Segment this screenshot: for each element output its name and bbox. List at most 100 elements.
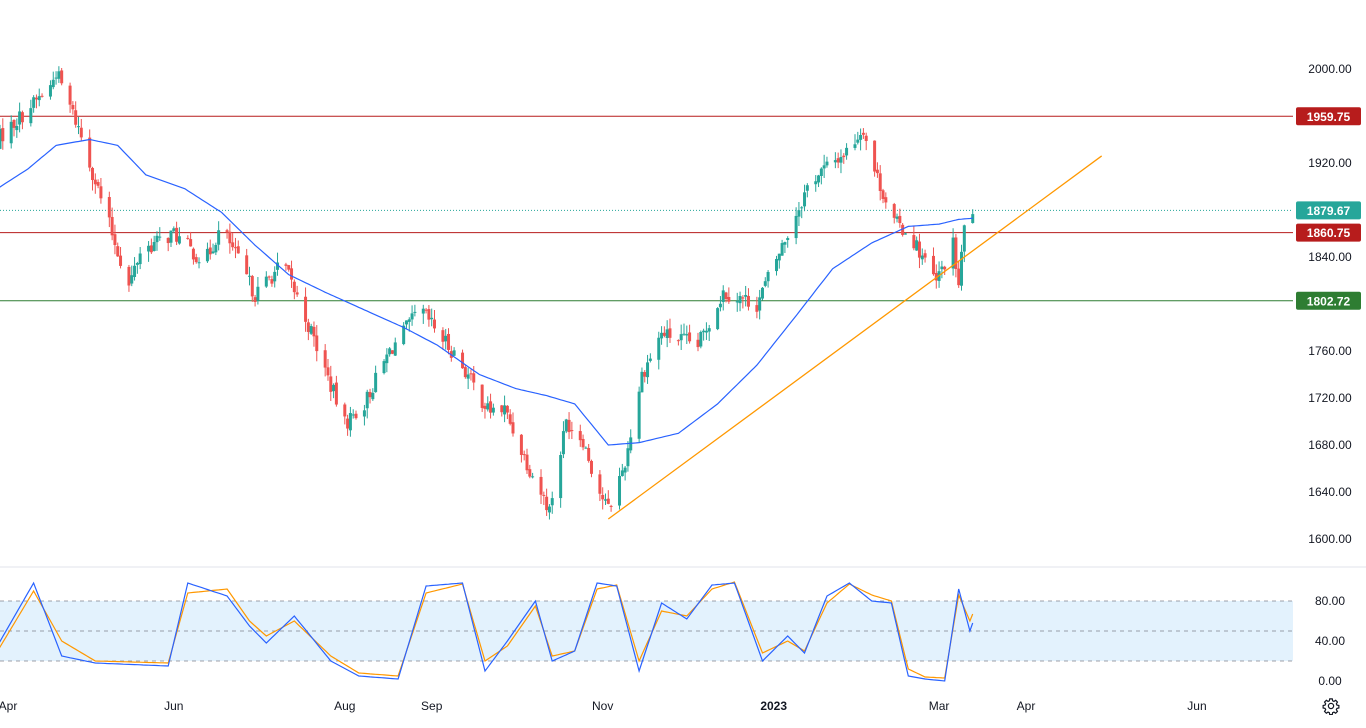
candle-body bbox=[410, 313, 414, 320]
candle-up bbox=[859, 128, 863, 151]
candle-up bbox=[623, 466, 627, 481]
candle-up bbox=[503, 395, 507, 423]
price-level-badge: 1959.75 bbox=[1296, 107, 1361, 126]
candle-up bbox=[531, 472, 535, 479]
candle-body bbox=[604, 499, 607, 501]
candle-down bbox=[231, 233, 235, 251]
candle-body bbox=[306, 322, 310, 332]
candle-body bbox=[623, 467, 627, 473]
candle-body bbox=[76, 126, 80, 128]
candle-up bbox=[853, 134, 857, 151]
candle-down bbox=[250, 274, 254, 302]
candle-up bbox=[817, 174, 821, 188]
candle-body bbox=[489, 401, 493, 413]
candle-down bbox=[898, 208, 902, 228]
candle-body bbox=[581, 438, 585, 448]
candle-down bbox=[312, 321, 316, 347]
settings-button[interactable] bbox=[1318, 693, 1344, 719]
candle-up bbox=[780, 239, 784, 256]
candle-up bbox=[404, 320, 408, 330]
candle-body bbox=[758, 297, 762, 311]
candle-up bbox=[626, 441, 630, 472]
candle-down bbox=[368, 388, 372, 404]
candle-body bbox=[351, 414, 355, 416]
candle-up bbox=[76, 116, 80, 135]
candle-down bbox=[489, 393, 493, 419]
candle-body bbox=[648, 358, 652, 361]
candle-body bbox=[559, 455, 563, 499]
candle-up bbox=[430, 308, 434, 327]
price-level-badge: 1879.67 bbox=[1296, 201, 1361, 220]
candle-down bbox=[480, 384, 484, 413]
candle-down bbox=[528, 464, 532, 479]
candle-up bbox=[177, 227, 181, 245]
price-level-label: 1860.75 bbox=[1307, 226, 1351, 240]
candle-body bbox=[354, 413, 358, 419]
candle-body bbox=[531, 476, 535, 478]
candle-up bbox=[130, 265, 134, 287]
candle-body bbox=[640, 371, 644, 393]
candle-body bbox=[466, 374, 470, 379]
candle-body bbox=[346, 418, 350, 429]
candle-body bbox=[547, 506, 551, 513]
candle-up bbox=[547, 504, 551, 520]
candle-body bbox=[334, 382, 338, 405]
oscillator-y-tick-label: 80.00 bbox=[1315, 594, 1345, 608]
candle-up bbox=[774, 255, 778, 276]
candle-down bbox=[741, 295, 745, 309]
candle-body bbox=[1, 128, 5, 142]
candle-body bbox=[679, 334, 683, 341]
candle-body bbox=[309, 326, 313, 334]
candle-up bbox=[940, 260, 944, 279]
candle-body bbox=[368, 392, 372, 398]
candle-down bbox=[643, 370, 647, 383]
candle-body bbox=[404, 320, 408, 325]
candle-body bbox=[60, 70, 64, 84]
candle-body bbox=[276, 262, 280, 270]
candle-down bbox=[505, 405, 509, 420]
candle-down bbox=[917, 233, 921, 269]
candle-down bbox=[343, 402, 347, 425]
candle-up bbox=[699, 330, 703, 349]
candle-up bbox=[682, 323, 686, 336]
stochastic-series bbox=[0, 581, 974, 682]
candle-body bbox=[836, 158, 840, 163]
candle-body bbox=[853, 144, 857, 148]
candle-down bbox=[346, 414, 350, 436]
candle-body bbox=[716, 308, 720, 330]
candle-up bbox=[382, 359, 386, 375]
candle-body bbox=[138, 253, 142, 265]
candle-body bbox=[727, 296, 731, 302]
candle-up bbox=[365, 389, 369, 419]
candle-body bbox=[374, 372, 378, 393]
candle-body bbox=[503, 405, 507, 415]
candle-up bbox=[758, 289, 762, 320]
candle-down bbox=[60, 67, 64, 86]
candle-down bbox=[875, 162, 879, 178]
candle-down bbox=[12, 119, 16, 137]
candle-body bbox=[954, 237, 958, 270]
candle-body bbox=[158, 236, 162, 238]
candle-body bbox=[934, 272, 938, 281]
candle-up bbox=[825, 156, 829, 168]
candle-body bbox=[805, 185, 809, 191]
price-level-badge-bg bbox=[1296, 107, 1361, 126]
candle-body bbox=[208, 247, 212, 255]
candle-down bbox=[931, 247, 935, 276]
candle-body bbox=[177, 236, 181, 244]
candle-body bbox=[923, 253, 927, 258]
candle-body bbox=[175, 227, 179, 242]
candle-body bbox=[15, 126, 19, 131]
candle-body bbox=[845, 147, 849, 156]
candle-body bbox=[637, 391, 641, 439]
candle-up bbox=[273, 266, 277, 288]
candle-down bbox=[525, 448, 529, 474]
x-tick-label: Sep bbox=[421, 699, 443, 713]
candle-down bbox=[427, 305, 431, 327]
candle-body bbox=[18, 111, 22, 125]
candle-up bbox=[362, 404, 366, 426]
candle-body bbox=[646, 362, 650, 378]
candle-up bbox=[777, 253, 781, 269]
candle-body bbox=[561, 431, 565, 455]
